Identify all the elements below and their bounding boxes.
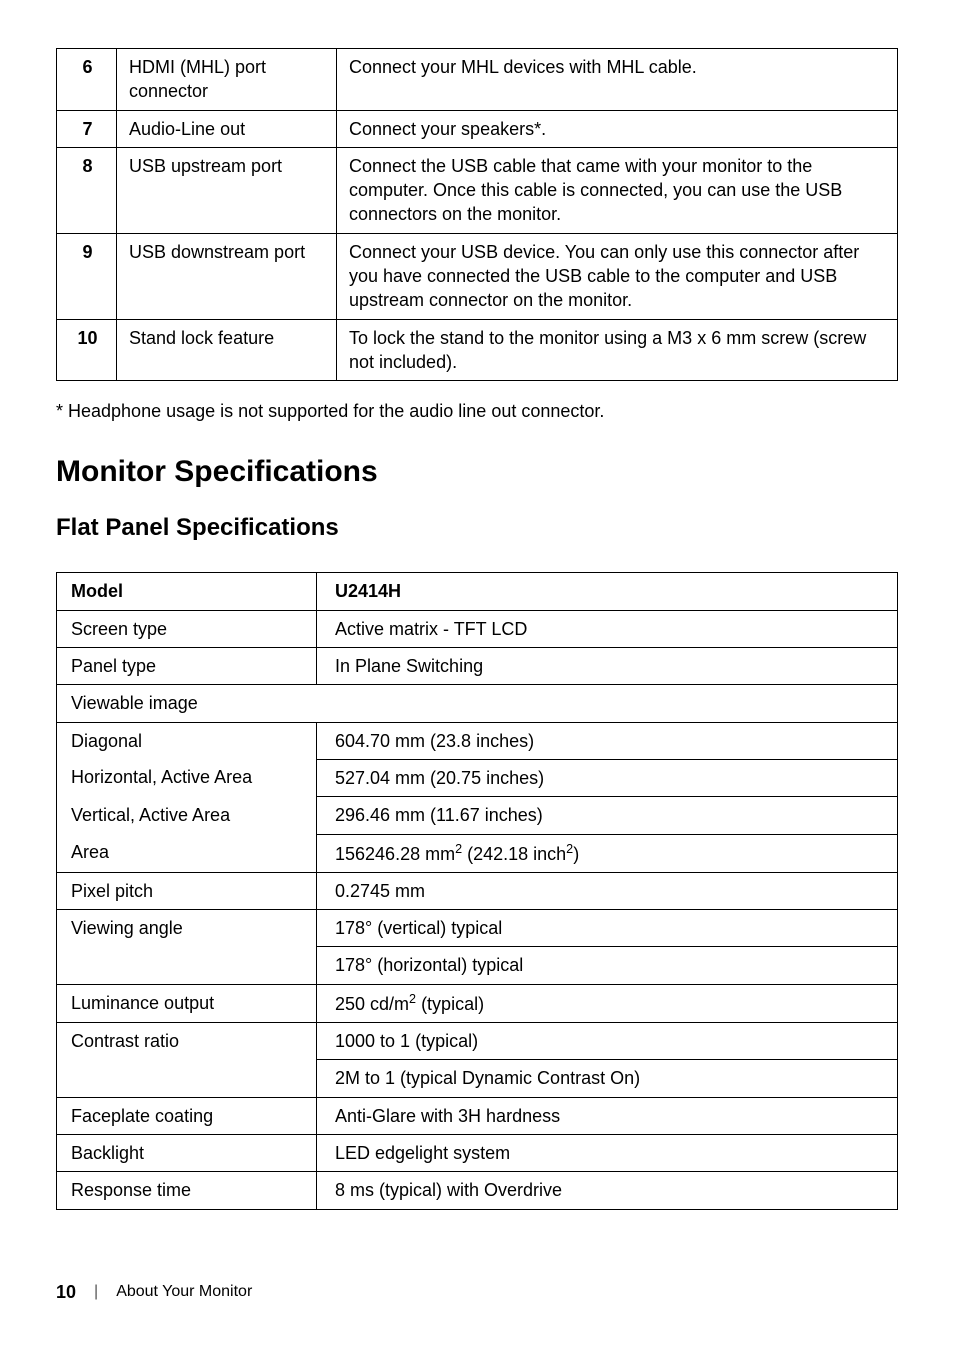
spec-header-label: Model bbox=[57, 573, 317, 610]
spec-value: 250 cd/m2 (typical) bbox=[317, 984, 898, 1022]
spec-value: 1000 to 1 (typical) bbox=[317, 1023, 898, 1060]
row-label: USB downstream port bbox=[117, 233, 337, 319]
spec-value: 178° (vertical) typical bbox=[317, 910, 898, 947]
row-label: Audio-Line out bbox=[117, 110, 337, 147]
row-desc: Connect your MHL devices with MHL cable. bbox=[337, 49, 898, 111]
spec-value: 156246.28 mm2 (242.18 inch2) bbox=[317, 834, 898, 872]
spec-label: Screen type bbox=[57, 610, 317, 647]
spec-label: Faceplate coating bbox=[57, 1097, 317, 1134]
spec-value: Active matrix - TFT LCD bbox=[317, 610, 898, 647]
spec-table: Model U2414H Screen type Active matrix -… bbox=[56, 572, 898, 1209]
spec-label: Diagonal bbox=[57, 722, 317, 759]
spec-label: Area bbox=[57, 834, 317, 872]
spec-label-empty bbox=[57, 947, 317, 984]
row-desc: Connect your speakers*. bbox=[337, 110, 898, 147]
row-desc: To lock the stand to the monitor using a… bbox=[337, 319, 898, 381]
page-number: 10 bbox=[56, 1280, 76, 1304]
spec-label: Vertical, Active Area bbox=[57, 797, 317, 834]
spec-label: Panel type bbox=[57, 648, 317, 685]
connector-table: 6 HDMI (MHL) port connector Connect your… bbox=[56, 48, 898, 381]
spec-label: Viewing angle bbox=[57, 910, 317, 947]
row-num: 6 bbox=[57, 49, 117, 111]
spec-span-row: Viewable image bbox=[57, 685, 898, 722]
spec-label: Horizontal, Active Area bbox=[57, 759, 317, 796]
spec-label-empty bbox=[57, 1060, 317, 1097]
row-desc: Connect the USB cable that came with you… bbox=[337, 147, 898, 233]
spec-value: In Plane Switching bbox=[317, 648, 898, 685]
spec-label: Luminance output bbox=[57, 984, 317, 1022]
spec-label: Contrast ratio bbox=[57, 1023, 317, 1060]
section-heading: Monitor Specifications bbox=[56, 452, 898, 493]
spec-header-value: U2414H bbox=[317, 573, 898, 610]
row-num: 7 bbox=[57, 110, 117, 147]
spec-value: Anti-Glare with 3H hardness bbox=[317, 1097, 898, 1134]
spec-value: 2M to 1 (typical Dynamic Contrast On) bbox=[317, 1060, 898, 1097]
spec-label: Response time bbox=[57, 1172, 317, 1209]
spec-value: 604.70 mm (23.8 inches) bbox=[317, 722, 898, 759]
row-num: 8 bbox=[57, 147, 117, 233]
footnote-text: * Headphone usage is not supported for t… bbox=[56, 399, 898, 423]
row-num: 10 bbox=[57, 319, 117, 381]
subsection-heading: Flat Panel Specifications bbox=[56, 512, 898, 544]
footer-section-name: About Your Monitor bbox=[116, 1281, 252, 1303]
spec-label: Pixel pitch bbox=[57, 872, 317, 909]
spec-label: Backlight bbox=[57, 1134, 317, 1171]
spec-value: 8 ms (typical) with Overdrive bbox=[317, 1172, 898, 1209]
footer-separator: | bbox=[94, 1281, 98, 1303]
row-num: 9 bbox=[57, 233, 117, 319]
spec-value: 178° (horizontal) typical bbox=[317, 947, 898, 984]
page-footer: 10 | About Your Monitor bbox=[56, 1280, 898, 1304]
row-desc: Connect your USB device. You can only us… bbox=[337, 233, 898, 319]
spec-value: LED edgelight system bbox=[317, 1134, 898, 1171]
row-label: Stand lock feature bbox=[117, 319, 337, 381]
spec-value: 527.04 mm (20.75 inches) bbox=[317, 759, 898, 796]
spec-value: 0.2745 mm bbox=[317, 872, 898, 909]
row-label: HDMI (MHL) port connector bbox=[117, 49, 337, 111]
spec-value: 296.46 mm (11.67 inches) bbox=[317, 797, 898, 834]
row-label: USB upstream port bbox=[117, 147, 337, 233]
